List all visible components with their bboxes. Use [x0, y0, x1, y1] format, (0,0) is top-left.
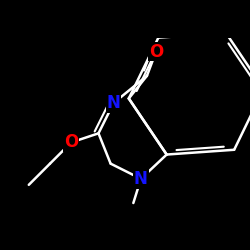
Text: O: O — [149, 42, 163, 60]
Text: N: N — [134, 170, 148, 188]
Text: O: O — [64, 134, 78, 152]
Text: N: N — [107, 94, 120, 112]
